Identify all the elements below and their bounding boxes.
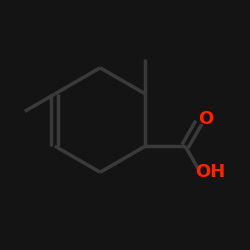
- Text: OH: OH: [195, 163, 225, 181]
- Text: O: O: [198, 110, 214, 128]
